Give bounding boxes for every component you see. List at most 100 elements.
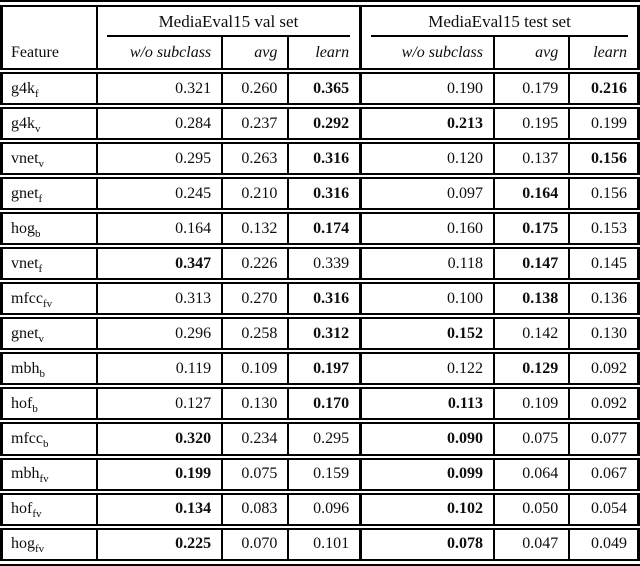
- feature-cell: g4kv: [1, 103, 97, 142]
- table-row: mfccfv 0.313 0.270 0.316 0.100 0.138 0.136: [1, 278, 639, 317]
- feature-subscript: f: [35, 87, 39, 100]
- value-cell: 0.050: [492, 488, 570, 527]
- value-cell: 0.245: [95, 173, 223, 212]
- feature-cell: vnetf: [1, 243, 97, 282]
- feature-subscript: v: [38, 157, 45, 170]
- table-row: mfccb 0.320 0.234 0.295 0.090 0.075 0.077: [1, 418, 639, 457]
- value-cell: 0.099: [359, 453, 494, 492]
- value-cell: 0.226: [221, 243, 289, 282]
- value-cell: 0.109: [492, 383, 570, 422]
- table-body: g4kf 0.321 0.260 0.365 0.190 0.179 0.216 g4kv 0.…: [1, 67, 639, 563]
- feature-cell: mbhb: [1, 348, 97, 387]
- feature-name: hof: [11, 500, 33, 518]
- feature-subscript: fv: [35, 543, 45, 556]
- value-cell: 0.210: [221, 173, 289, 212]
- feature-name: mfcc: [11, 429, 43, 447]
- feature-name: vnet: [11, 254, 39, 272]
- value-cell: 0.292: [287, 103, 361, 142]
- feature-name: mbh: [11, 359, 40, 377]
- value-cell: 0.295: [95, 138, 223, 177]
- value-cell: 0.096: [287, 488, 361, 527]
- subheader-val-avg: avg: [221, 37, 289, 71]
- value-cell: 0.047: [492, 523, 570, 563]
- value-cell: 0.237: [221, 103, 289, 142]
- feature-subscript: b: [39, 368, 45, 381]
- value-cell: 0.136: [568, 278, 639, 317]
- feature-subscript: v: [38, 333, 45, 346]
- value-cell: 0.101: [287, 523, 361, 563]
- feature-subscript: b: [32, 403, 38, 416]
- subheader-test-wo-subclass: w/o subclass: [359, 37, 494, 71]
- value-cell: 0.102: [359, 488, 494, 527]
- feature-name: hog: [11, 535, 35, 553]
- value-cell: 0.234: [221, 418, 289, 457]
- table-row: gnetv 0.296 0.258 0.312 0.152 0.142 0.130: [1, 313, 639, 352]
- value-cell: 0.127: [95, 383, 223, 422]
- feature-name: mfcc: [11, 289, 43, 307]
- value-cell: 0.156: [568, 138, 639, 177]
- value-cell: 0.083: [221, 488, 289, 527]
- subheader-row: Feature w/o subclass avg learn w/o subcl…: [2, 37, 639, 71]
- value-cell: 0.179: [492, 67, 570, 107]
- feature-name: g4k: [11, 114, 35, 132]
- col-group-val-label: MediaEval15 val set: [158, 12, 299, 31]
- table-row: g4kf 0.321 0.260 0.365 0.190 0.179 0.216: [1, 67, 639, 107]
- subheader-val-learn: learn: [287, 37, 361, 71]
- feature-cell: mfccfv: [1, 278, 97, 317]
- feature-subscript: fv: [32, 508, 42, 521]
- feature-cell: mbhfv: [1, 453, 97, 492]
- feature-subscript: b: [35, 227, 41, 240]
- value-cell: 0.113: [359, 383, 494, 422]
- table-row: vnetv 0.295 0.263 0.316 0.120 0.137 0.156: [1, 138, 639, 177]
- table-row: hoffv 0.134 0.083 0.096 0.102 0.050 0.054: [1, 488, 639, 527]
- feature-subscript: v: [35, 122, 41, 135]
- corner-cell: [2, 4, 97, 38]
- subheader-test-learn: learn: [568, 37, 639, 71]
- value-cell: 0.316: [287, 278, 361, 317]
- value-cell: 0.147: [492, 243, 570, 282]
- value-cell: 0.260: [221, 67, 289, 107]
- value-cell: 0.075: [492, 418, 570, 457]
- value-cell: 0.122: [359, 348, 494, 387]
- cmidrule-test: [371, 35, 628, 37]
- value-cell: 0.119: [95, 348, 223, 387]
- subheader-test-avg: avg: [492, 37, 570, 71]
- table-row: hofb 0.127 0.130 0.170 0.113 0.109 0.092: [1, 383, 639, 422]
- value-cell: 0.118: [359, 243, 494, 282]
- value-cell: 0.321: [95, 67, 223, 107]
- feature-cell: g4kf: [1, 67, 97, 107]
- cmidrule-val: [106, 35, 351, 37]
- value-cell: 0.075: [221, 453, 289, 492]
- value-cell: 0.225: [95, 523, 223, 563]
- value-cell: 0.070: [221, 523, 289, 563]
- value-cell: 0.137: [492, 138, 570, 177]
- value-cell: 0.199: [568, 103, 639, 142]
- value-cell: 0.295: [287, 418, 361, 457]
- value-cell: 0.156: [568, 173, 639, 212]
- value-cell: 0.130: [568, 313, 639, 352]
- value-cell: 0.152: [359, 313, 494, 352]
- feature-cell: hogfv: [1, 523, 97, 563]
- value-cell: 0.109: [221, 348, 289, 387]
- value-cell: 0.199: [95, 453, 223, 492]
- value-cell: 0.145: [568, 243, 639, 282]
- value-cell: 0.263: [221, 138, 289, 177]
- subheader-val-wo-subclass: w/o subclass: [95, 37, 223, 71]
- group-header-row: MediaEval15 val set MediaEval15 test set: [2, 3, 639, 38]
- feature-name: g4k: [11, 79, 35, 97]
- feature-cell: hogb: [1, 208, 97, 247]
- feature-column-header: Feature: [11, 43, 59, 61]
- value-cell: 0.142: [492, 313, 570, 352]
- value-cell: 0.092: [568, 348, 639, 387]
- col-group-test-label: MediaEval15 test set: [428, 12, 571, 31]
- table-row: vnetf 0.347 0.226 0.339 0.118 0.147 0.145: [1, 243, 639, 282]
- value-cell: 0.064: [492, 453, 570, 492]
- value-cell: 0.313: [95, 278, 223, 317]
- feature-cell: vnetv: [1, 138, 97, 177]
- feature-name: gnet: [11, 184, 39, 202]
- value-cell: 0.312: [287, 313, 361, 352]
- feature-cell: gnetf: [1, 173, 97, 212]
- value-cell: 0.049: [568, 523, 639, 563]
